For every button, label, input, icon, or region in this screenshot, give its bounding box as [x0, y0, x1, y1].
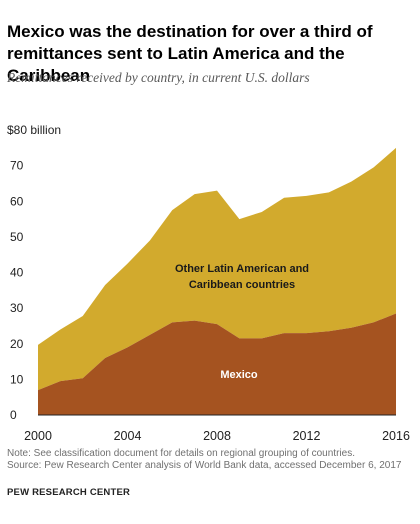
y-tick-label: 40: [10, 266, 24, 280]
branding-text: PEW RESEARCH CENTER: [7, 487, 131, 498]
x-tick-label: 2012: [293, 429, 321, 443]
y-tick-label: 60: [10, 194, 24, 208]
y-tick-label: $80 billion: [7, 123, 61, 137]
y-tick-label: 50: [10, 230, 24, 244]
series-area-mexico: [38, 313, 396, 415]
x-tick-label: 2000: [24, 429, 52, 443]
series-label-mexico: Mexico: [220, 369, 258, 381]
notes-block: Note: See classification document for de…: [7, 448, 401, 472]
y-tick-label: 0: [10, 408, 17, 422]
y-tick-label: 10: [10, 372, 24, 386]
y-tick-label: 20: [10, 337, 24, 351]
x-tick-label: 2016: [382, 429, 410, 443]
note-text: Note: See classification document for de…: [7, 448, 355, 459]
chart-subtitle: Remittances received by country, in curr…: [7, 70, 310, 85]
chart-title: Mexico was the destination for over a th…: [7, 22, 373, 85]
x-tick-label: 2004: [114, 429, 142, 443]
series-label-other: Other Latin American and Caribbean countr…: [175, 263, 309, 291]
x-tick-label: 2008: [203, 429, 231, 443]
y-tick-label: 70: [10, 159, 24, 173]
source-text: Source: Pew Research Center analysis of …: [7, 460, 402, 471]
y-tick-label: 30: [10, 301, 24, 315]
series-area-other: [38, 147, 396, 391]
